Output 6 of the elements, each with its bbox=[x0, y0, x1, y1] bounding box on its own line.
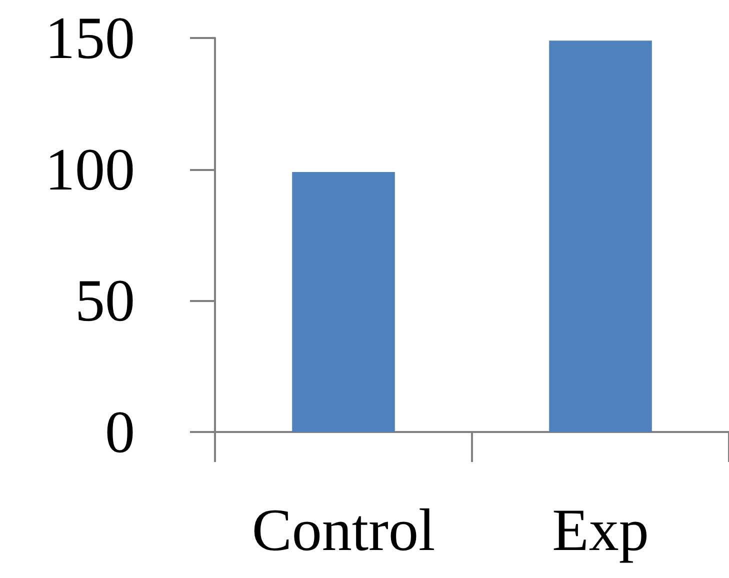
y-tick-label: 50 bbox=[75, 268, 135, 334]
y-tick-label: 150 bbox=[45, 5, 135, 71]
y-tick-label: 0 bbox=[105, 399, 135, 465]
x-tick-label: Exp bbox=[552, 497, 649, 563]
y-tick-label: 100 bbox=[45, 136, 135, 202]
x-tick-label: Control bbox=[252, 497, 436, 563]
